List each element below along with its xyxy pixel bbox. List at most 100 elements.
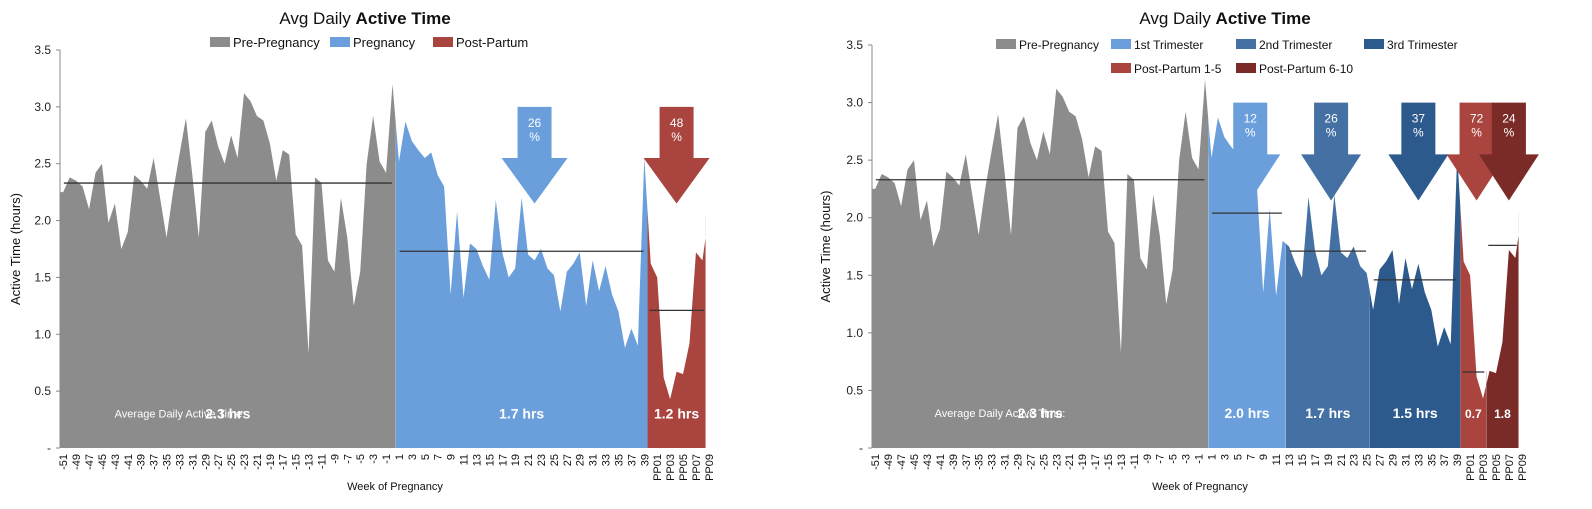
x-tick-label: 1 — [1206, 454, 1218, 460]
x-tick-label: 13 — [471, 454, 483, 466]
x-tick-label: 7 — [433, 454, 445, 460]
x-tick-label: -5 — [355, 454, 367, 464]
change-arrow-unit: % — [529, 130, 540, 144]
change-arrow-unit: % — [1413, 126, 1424, 140]
y-tick-label: 0.5 — [846, 383, 863, 397]
legend-swatch — [1236, 63, 1256, 73]
legend-label: 2nd Trimester — [1259, 38, 1332, 52]
avg-value-label: 2.3 hrs — [205, 405, 250, 421]
legend-swatch — [330, 37, 350, 47]
area-2nd-trimester — [1285, 194, 1370, 448]
x-tick-label: -1 — [381, 454, 393, 464]
change-arrow — [643, 106, 710, 204]
change-arrow-value: 26 — [1324, 112, 1338, 126]
change-arrow-unit: % — [671, 130, 682, 144]
chart-title-plain: Avg Daily — [279, 9, 355, 28]
x-tick-label: -7 — [342, 454, 354, 464]
legend-label: Pre-Pregnancy — [1019, 38, 1099, 52]
change-arrow — [1478, 102, 1539, 201]
avg-value-label: 2.0 hrs — [1224, 405, 1269, 421]
x-tick-label: 27 — [1375, 454, 1387, 466]
x-tick-label: -13 — [1116, 454, 1128, 470]
x-tick-label: 7 — [1245, 454, 1257, 460]
x-tick-label: 5 — [420, 454, 432, 460]
legend-label: Pre-Pregnancy — [233, 35, 320, 50]
x-tick-label: -13 — [304, 454, 316, 470]
area-post-partum-1-5 — [1460, 207, 1487, 448]
change-arrow — [501, 106, 568, 204]
x-tick-label: -51 — [58, 454, 70, 470]
x-tick-label: 27 — [562, 454, 574, 466]
x-tick-label: PP03 — [1478, 454, 1490, 481]
x-axis-label: Week of Pregnancy — [1152, 481, 1248, 493]
chart-left-svg: Avg Daily Active Time Pre-Pregnancy Pregna… — [8, 9, 716, 493]
legend-swatch — [1364, 39, 1384, 49]
avg-caption: Average Daily Active Time: — [115, 408, 246, 420]
change-arrow-unit: % — [1245, 126, 1256, 140]
change-arrow-unit: % — [1504, 126, 1515, 140]
x-axis-label: Week of Pregnancy — [347, 481, 443, 493]
x-tick-label: 31 — [1400, 454, 1412, 466]
x-tick-label: -19 — [1077, 454, 1089, 470]
x-tick-label: PP05 — [678, 454, 690, 481]
change-arrow-value: 24 — [1502, 112, 1516, 126]
x-tick-label: -27 — [1025, 454, 1037, 470]
x-tick-label: 21 — [1336, 454, 1348, 466]
x-tick-label: -39 — [136, 454, 148, 470]
area-pre-pregnancy — [872, 79, 1209, 448]
x-tick-label: -3 — [368, 454, 380, 464]
x-tick-label: -41 — [123, 454, 135, 470]
x-tick-label: -19 — [265, 454, 277, 470]
y-tick-label: - — [47, 441, 51, 455]
y-axis-label: Active Time (hours) — [818, 191, 833, 303]
y-tick-label: - — [859, 441, 863, 455]
legend-label: Pregnancy — [353, 35, 416, 50]
change-arrow-value: 48 — [670, 116, 684, 130]
change-arrow-value: 12 — [1244, 112, 1258, 126]
y-tick-label: 3.5 — [846, 38, 863, 52]
chart-left: Avg Daily Active Time Pre-Pregnancy Pregna… — [0, 0, 790, 509]
x-tick-label: 35 — [613, 454, 625, 466]
x-tick-label: 19 — [510, 454, 522, 466]
chart-title-bold: Active Time — [1216, 9, 1311, 28]
chart-right: Avg Daily Active Time Pre-Pregnancy 1st Tr… — [810, 0, 1592, 509]
x-tick-label: -49 — [883, 454, 895, 470]
change-arrow — [1388, 102, 1449, 201]
x-tick-label: -35 — [974, 454, 986, 470]
x-tick-label: PP01 — [1465, 454, 1477, 481]
change-arrow-unit: % — [1326, 126, 1337, 140]
x-tick-label: -17 — [278, 454, 290, 470]
area-3rd-trimester — [1369, 154, 1461, 448]
x-tick-label: 29 — [575, 454, 587, 466]
x-tick-label: -25 — [1038, 454, 1050, 470]
x-tick-label: 33 — [601, 454, 613, 466]
x-tick-label: 15 — [484, 454, 496, 466]
avg-value-label: 1.7 hrs — [1305, 405, 1350, 421]
x-tick-label: 23 — [536, 454, 548, 466]
x-tick-label: 17 — [1310, 454, 1322, 466]
avg-caption: Average Daily Active Time: — [935, 408, 1066, 420]
x-tick-label: -45 — [909, 454, 921, 470]
y-tick-label: 3.5 — [34, 43, 51, 57]
x-tick-label: 5 — [1232, 454, 1244, 460]
x-tick-label: 25 — [1362, 454, 1374, 466]
x-tick-label: 13 — [1284, 454, 1296, 466]
legend-label: Post-Partum 6-10 — [1259, 62, 1353, 76]
x-tick-label: -29 — [200, 454, 212, 470]
x-tick-label: 19 — [1323, 454, 1335, 466]
x-tick-label: 33 — [1413, 454, 1425, 466]
x-tick-label: -45 — [97, 454, 109, 470]
x-tick-label: 37 — [1439, 454, 1451, 466]
legend-swatch — [210, 37, 230, 47]
avg-value-label: 0.7 — [1465, 407, 1482, 421]
x-tick-label: -39 — [948, 454, 960, 470]
legend-label: Post-Partum — [456, 35, 528, 50]
avg-value-label: 1.2 hrs — [654, 405, 699, 421]
y-tick-label: 3.0 — [34, 100, 51, 114]
x-tick-label: PP05 — [1491, 454, 1503, 481]
y-tick-label: 1.5 — [34, 270, 51, 284]
chart-right-svg: Avg Daily Active Time Pre-Pregnancy 1st Tr… — [818, 9, 1539, 493]
x-tick-label: 9 — [446, 454, 458, 460]
x-tick-label: 1 — [394, 454, 406, 460]
x-tick-label: -7 — [1155, 454, 1167, 464]
